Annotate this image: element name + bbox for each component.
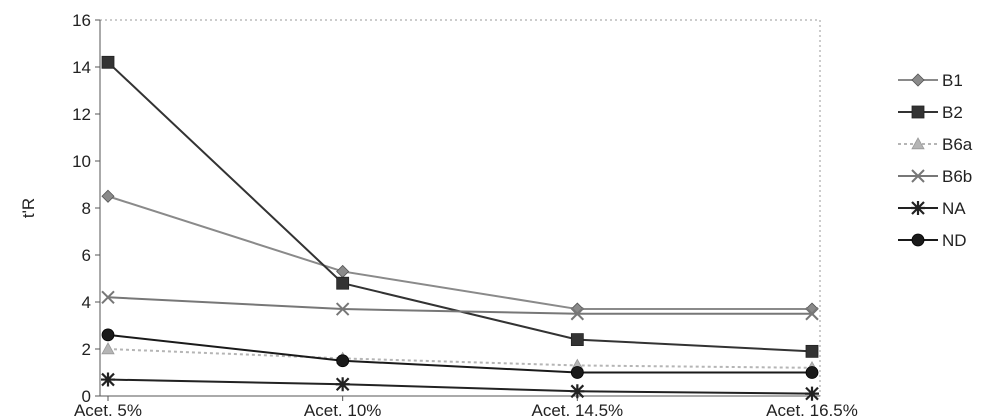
- series-na: [101, 372, 819, 401]
- data-point: [335, 377, 350, 392]
- x-ticks: Acet. 5% Acet. 10% Acet. 14,5% Acet. 16,5%: [74, 396, 858, 416]
- y-tick-label: 4: [82, 293, 91, 312]
- data-point: [570, 384, 585, 399]
- y-tick-label: 16: [72, 11, 91, 30]
- data-point: [336, 276, 350, 290]
- legend-label: B6b: [942, 167, 972, 186]
- legend-marker: [911, 169, 925, 183]
- data-point: [805, 344, 819, 358]
- series-b6a: [101, 342, 819, 374]
- series-b6b: [101, 290, 819, 321]
- y-tick-label: 6: [82, 246, 91, 265]
- data-point: [101, 328, 115, 342]
- data-point: [101, 55, 115, 69]
- legend-item-b6a: B6a: [898, 135, 973, 154]
- data-point: [101, 342, 115, 355]
- data-point: [335, 302, 350, 316]
- y-tick-label: 14: [72, 58, 91, 77]
- legend-item-nd: ND: [898, 231, 967, 250]
- legend-item-b1: B1: [898, 71, 963, 90]
- y-tick-label: 10: [72, 152, 91, 171]
- series-line-na: [107, 378, 813, 395]
- legend-label: B1: [942, 71, 963, 90]
- legend-marker: [911, 73, 925, 87]
- x-tick-label: Acet. 16,5%: [766, 401, 858, 416]
- series-b1: [101, 189, 819, 316]
- legend-label: NA: [942, 199, 966, 218]
- series-line-nd: [107, 333, 812, 374]
- series-line-b6a: [107, 348, 813, 369]
- legend-label: ND: [942, 231, 967, 250]
- legend: B1 B2 B6a B6b NA ND: [898, 71, 973, 250]
- data-point: [336, 354, 350, 368]
- series-nd: [101, 328, 819, 379]
- legend-item-na: NA: [898, 199, 966, 218]
- legend-marker: [911, 105, 925, 119]
- y-axis-label: t'R: [19, 198, 38, 218]
- series-line-b1: [107, 195, 812, 311]
- legend-marker: [911, 137, 925, 150]
- x-tick-label: Acet. 14,5%: [531, 401, 623, 416]
- data-point: [805, 307, 819, 321]
- legend-item-b2: B2: [898, 103, 963, 122]
- y-tick-label: 8: [82, 199, 91, 218]
- data-point: [570, 307, 585, 321]
- data-point: [805, 366, 819, 379]
- y-tick-label: 0: [82, 387, 91, 406]
- x-tick-label: Acet. 10%: [304, 401, 382, 416]
- legend-label: B2: [942, 103, 963, 122]
- data-point: [101, 189, 115, 203]
- legend-label: B6a: [942, 135, 973, 154]
- data-point: [101, 290, 115, 305]
- data-point: [570, 366, 584, 379]
- legend-marker: [911, 201, 925, 215]
- data-point: [805, 386, 819, 401]
- data-point: [570, 333, 584, 347]
- plot-area: [99, 19, 821, 397]
- series-line-b2: [107, 61, 813, 353]
- y-ticks: 0 2 4 6 8 10 12 14 16: [72, 11, 100, 406]
- x-tick-label: Acet. 5%: [74, 401, 142, 416]
- y-tick-label: 12: [72, 105, 91, 124]
- series-line-b6b: [107, 296, 812, 315]
- y-tick-label: 2: [82, 340, 91, 359]
- series-group: [101, 55, 819, 401]
- data-point: [336, 264, 350, 279]
- legend-item-b6b: B6b: [898, 167, 972, 186]
- data-point: [101, 372, 115, 387]
- legend-marker: [911, 233, 925, 247]
